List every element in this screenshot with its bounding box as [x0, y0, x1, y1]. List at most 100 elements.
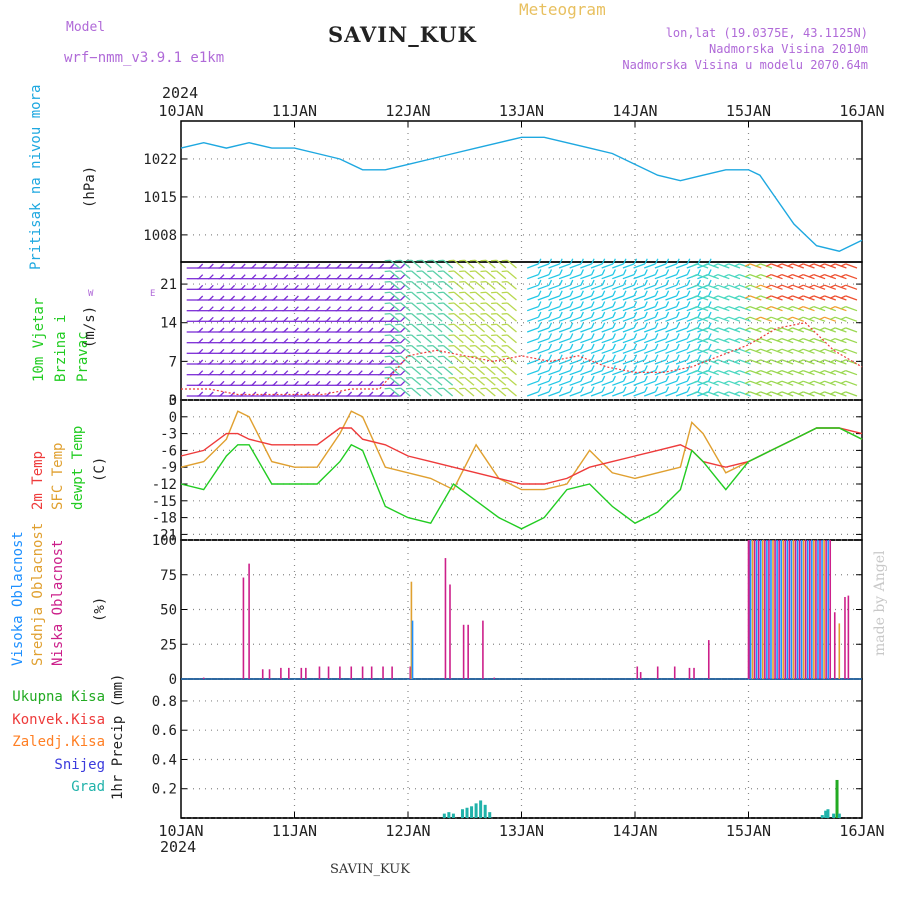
wind-barb-flag	[405, 312, 412, 315]
wind-barb-flag	[829, 295, 836, 299]
wind-barb-shaft	[845, 263, 858, 269]
wind-barb	[416, 334, 432, 344]
wind-barb	[537, 333, 553, 344]
wind-barb-shaft	[496, 281, 507, 290]
wind-barb-flag	[612, 258, 616, 265]
wind-barb-flag	[676, 301, 680, 307]
wind-barb	[197, 359, 214, 365]
wind-barb	[395, 376, 411, 386]
wind-barb	[208, 359, 225, 365]
wind-barb	[501, 376, 517, 386]
wind-barb-flag	[405, 291, 412, 294]
wind-barb	[558, 301, 574, 312]
wind-barb	[314, 338, 331, 344]
wind-barb	[378, 295, 395, 301]
wind-barb-flag	[633, 375, 638, 382]
wind-barb	[239, 316, 257, 322]
wind-barb-flag	[357, 295, 363, 301]
wind-barb-flag	[633, 343, 638, 350]
wind-barb-shaft	[526, 380, 539, 386]
wind-barb-flag	[384, 355, 391, 358]
wind-barb-shaft	[453, 366, 464, 376]
wind-barb	[537, 258, 553, 269]
wind-barb-flag	[230, 338, 236, 344]
wind-barb-shaft	[643, 337, 656, 344]
wind-barb	[459, 334, 475, 344]
wind-barb-flag	[797, 316, 804, 321]
wind-barb	[548, 343, 563, 354]
wind-barb-shaft	[453, 345, 464, 354]
wind-barb	[501, 387, 517, 397]
wind-barb-flag	[198, 370, 204, 376]
wind-barb-flag	[808, 284, 815, 289]
wind-barb-shaft	[474, 270, 486, 280]
wind-barb-flag	[347, 370, 353, 376]
wind-barb-shaft	[464, 345, 475, 354]
wind-barb-flag	[491, 344, 497, 347]
wind-barb-flag	[622, 290, 627, 297]
wind-barb	[537, 375, 553, 386]
time-label-bottom: 13JAN	[499, 822, 544, 840]
wind-barb-shaft	[389, 355, 400, 365]
wind-barb	[448, 387, 464, 397]
wind-barb-flag	[755, 391, 761, 395]
wind-barb	[548, 279, 563, 290]
wind-barb-flag	[691, 316, 698, 321]
wind-barb	[405, 366, 422, 376]
wind-barb-flag	[427, 291, 433, 294]
wind-barb-flag	[612, 322, 616, 329]
wind-barb-flag	[501, 302, 508, 305]
wind-barb-shaft	[453, 259, 464, 269]
wind-barb	[665, 279, 680, 290]
wind-barb-flag	[384, 312, 391, 315]
wind-barb-flag	[697, 386, 702, 393]
wind-barb-flag	[384, 259, 391, 262]
wind-barb-flag	[765, 370, 772, 374]
wind-barb-shaft	[633, 273, 646, 280]
wind-barb-shaft	[411, 334, 422, 344]
wind-barb	[282, 391, 299, 397]
wind-barb-flag	[293, 338, 299, 344]
wind-barb	[427, 259, 443, 269]
wind-barb	[469, 259, 486, 269]
wind-barb	[491, 334, 507, 344]
wind-barb-flag	[744, 327, 751, 331]
wind-barb-flag	[389, 274, 395, 280]
wind-barb	[580, 279, 595, 290]
wind-barb	[675, 333, 691, 344]
wind-barb-flag	[654, 365, 659, 371]
wind-barb-shaft	[665, 391, 677, 397]
wind-barb	[218, 263, 236, 269]
wind-barb	[612, 322, 627, 333]
wind-barb-flag	[622, 269, 627, 275]
wind-barb-shaft	[474, 355, 486, 365]
wind-barb-shaft	[506, 259, 517, 269]
wind-barb-shaft	[665, 369, 677, 376]
wind-barb-flag	[347, 306, 353, 312]
wind-barb-shaft	[558, 284, 571, 290]
wind-barb-flag	[787, 295, 793, 299]
wind-barb-flag	[357, 370, 363, 376]
wind-barb-shaft	[665, 359, 677, 365]
wind-barb	[293, 306, 310, 312]
wind-barb-flag	[283, 338, 289, 344]
wind-barb	[840, 327, 858, 333]
wind-barb	[569, 322, 584, 333]
wind-barb-flag	[765, 295, 772, 299]
wind-barb	[325, 391, 342, 397]
wind-barb-flag	[654, 354, 659, 361]
wind-barb	[437, 366, 454, 376]
wind-barb	[186, 380, 204, 386]
wind-barb-flag	[537, 386, 542, 393]
wind-barb-flag	[198, 295, 204, 301]
wind-barb-flag	[665, 290, 670, 297]
wind-barb-flag	[633, 333, 638, 339]
wind-barb-flag	[283, 284, 289, 290]
wind-barb-shaft	[580, 391, 592, 397]
wind-barb-flag	[230, 295, 236, 301]
wind-barb-flag	[283, 348, 289, 354]
wind-barb	[675, 365, 691, 376]
wind-barb	[459, 387, 475, 397]
wind-barb-flag	[723, 380, 729, 385]
wind-barb-shaft	[569, 369, 582, 376]
